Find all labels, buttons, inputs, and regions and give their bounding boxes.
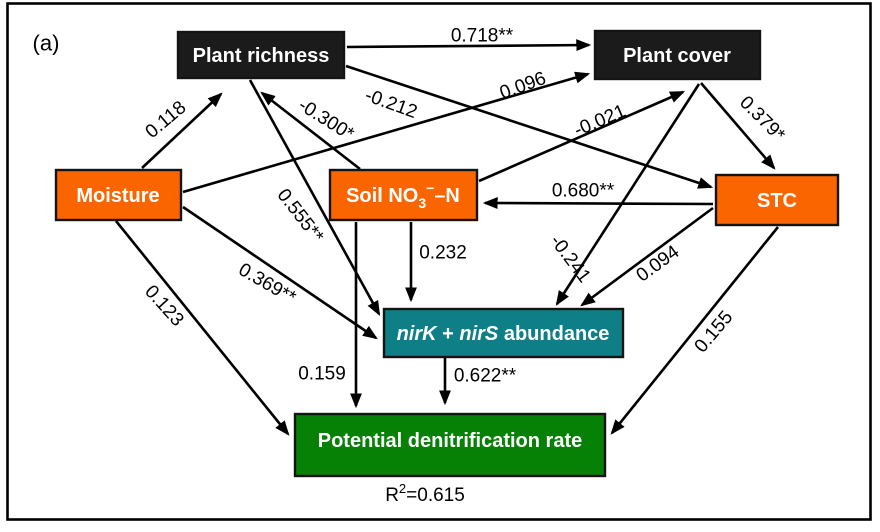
coef-plant-richness-to-plant-cover: 0.718**	[451, 26, 514, 47]
node-label-pdr: Potential denitrification rate	[318, 430, 582, 452]
arrow-plant-cover-to-stc	[700, 82, 776, 170]
r-squared-exponent: 2	[399, 481, 406, 496]
coef-moisture-to-plant-richness: 0.118	[142, 97, 191, 143]
arrow-moisture-to-pdr	[114, 220, 290, 436]
soil-no3-suffix: –N	[434, 185, 460, 207]
node-soil-no3	[328, 168, 479, 222]
node-pdr	[293, 412, 607, 478]
soil-no3-superscript-minus: −	[426, 180, 434, 196]
arrow-stc-to-pdr	[610, 226, 780, 435]
node-plant-richness	[176, 30, 346, 80]
arrow-plant-richness-to-nirk-nirs	[248, 79, 381, 316]
node-moisture	[54, 168, 183, 222]
coef-soil-no3-to-nirk-nirs: 0.232	[419, 243, 467, 264]
nirs-gene-label: nirS	[459, 323, 499, 345]
node-stc	[714, 173, 840, 227]
coef-moisture-to-plant-cover: 0.096	[497, 68, 549, 104]
arrow-moisture-to-plant-cover	[182, 71, 591, 194]
coef-plant-richness-to-stc: -0.212	[362, 85, 420, 123]
node-label-moisture: Moisture	[76, 185, 159, 207]
figure-border	[6, 2, 872, 521]
node-label-plant-richness: Plant richness	[193, 45, 330, 67]
coef-plant-richness-to-nirk-nirs: 0.555**	[273, 185, 328, 248]
abundance-label: abundance	[498, 323, 609, 345]
figure-letter: (a)	[33, 31, 60, 56]
node-nirk-nirs	[382, 307, 625, 359]
soil-no3-subscript: 3	[418, 195, 426, 211]
coef-moisture-to-pdr: 0.123	[140, 281, 187, 330]
plus-separator: +	[437, 323, 460, 345]
node-label-plant-cover: Plant cover	[623, 45, 731, 67]
node-label-soil-no3: Soil NO3−–N	[346, 180, 460, 211]
coef-soil-no3-to-pdr: 0.159	[298, 364, 346, 385]
arrow-stc-to-nirk-nirs	[580, 206, 714, 307]
r-squared-label: R2=0.615	[385, 481, 465, 506]
arrow-soil-no3-to-plant-cover	[478, 90, 686, 183]
arrow-moisture-to-nirk-nirs	[182, 205, 378, 340]
node-plant-cover	[593, 29, 762, 81]
coef-soil-no3-to-plant-richness: -0.300*	[294, 95, 358, 146]
coef-moisture-to-nirk-nirs: 0.369**	[235, 259, 300, 309]
coef-plant-cover-to-stc: 0.379*	[735, 92, 789, 146]
r-squared-base: R	[385, 485, 399, 506]
arrow-stc-to-soil-no3	[482, 197, 714, 210]
arrow-plant-cover-to-nirk-nirs	[555, 83, 701, 306]
arrow-plant-richness-to-stc	[345, 64, 714, 189]
node-label-nirk-nirs: nirK + nirS abundance	[397, 323, 610, 345]
arrow-moisture-to-plant-richness	[141, 92, 223, 169]
coef-soil-no3-to-plant-cover: -0.021	[571, 101, 629, 141]
nirk-gene-label: nirK	[397, 323, 439, 345]
coef-nirk-nirs-to-pdr: 0.622**	[454, 366, 517, 387]
coef-stc-to-pdr: 0.155	[691, 307, 738, 357]
r-squared-value: =0.615	[406, 485, 465, 506]
node-label-stc: STC	[757, 190, 797, 212]
coef-stc-to-soil-no3: 0.680**	[552, 181, 615, 202]
arrow-plant-richness-to-plant-cover	[346, 39, 592, 52]
arrow-soil-no3-to-plant-richness	[260, 91, 361, 171]
soil-no3-base-text: Soil NO	[346, 185, 418, 207]
